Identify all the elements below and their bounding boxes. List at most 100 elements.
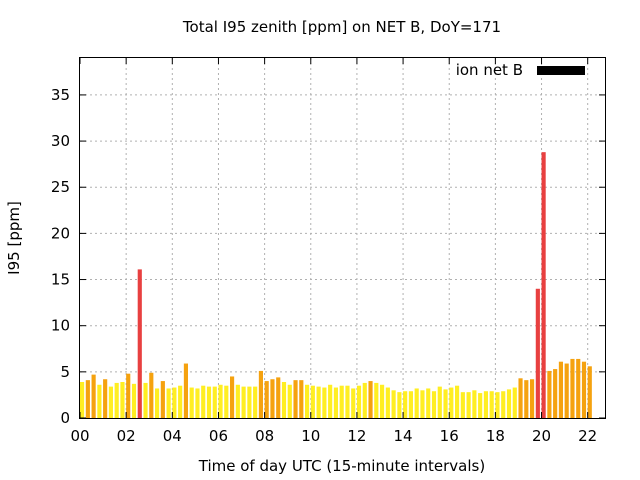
y-tick-label: 0: [60, 409, 70, 427]
bar: [293, 380, 298, 418]
ticks: 0 5 10 15 20 25 30 35 00 02 04 06 08 10 12 14 16 18 20 22: [51, 58, 605, 445]
bar: [212, 386, 217, 418]
bar: [310, 385, 315, 418]
bar: [518, 378, 523, 418]
bar: [362, 382, 367, 418]
bar: [489, 391, 494, 418]
bar: [85, 380, 90, 418]
bar: [547, 370, 552, 418]
bar: [460, 392, 465, 418]
x-tick-label: 08: [255, 427, 274, 445]
x-tick-label: 04: [163, 427, 182, 445]
x-tick-label: 22: [578, 427, 597, 445]
bar: [178, 385, 183, 418]
bar: [97, 384, 102, 418]
bar: [131, 383, 137, 418]
bar: [108, 386, 113, 418]
bar: [172, 387, 177, 418]
y-tick-label: 35: [51, 86, 70, 104]
bar: [576, 358, 581, 418]
bar: [512, 387, 517, 418]
bar: [316, 386, 321, 418]
bar: [322, 387, 327, 418]
bar: [587, 366, 592, 418]
bar: [524, 380, 529, 418]
bar: [368, 381, 373, 418]
bar: [241, 386, 246, 418]
bar: [455, 385, 460, 418]
bar: [166, 388, 171, 418]
x-tick-label: 20: [532, 427, 551, 445]
x-tick-label: 16: [440, 427, 459, 445]
bar: [558, 361, 563, 418]
bar: [420, 390, 425, 418]
legend: ion net B: [456, 61, 585, 79]
bar: [103, 379, 108, 418]
bar: [328, 384, 333, 418]
bar: [235, 384, 240, 418]
bar: [408, 391, 413, 418]
x-tick-label: 14: [394, 427, 413, 445]
bar: [414, 388, 419, 418]
y-tick-label: 20: [51, 224, 70, 242]
bar: [374, 382, 379, 418]
bar: [356, 385, 362, 418]
bar: [126, 373, 131, 418]
y-tick-label: 10: [51, 317, 70, 335]
bar: [443, 389, 448, 418]
y-tick-label: 15: [51, 271, 70, 289]
x-tick-label: 02: [117, 427, 136, 445]
bar: [264, 381, 269, 418]
bar: [137, 269, 142, 418]
bar: [431, 391, 437, 418]
bar: [183, 363, 188, 418]
x-tick-label: 10: [301, 427, 320, 445]
bars: [80, 152, 592, 418]
bar: [385, 387, 390, 418]
bar: [91, 374, 96, 418]
plot-frame: [79, 57, 606, 419]
bar: [506, 389, 512, 418]
bar: [258, 370, 263, 418]
x-tick-label: 00: [70, 427, 89, 445]
bar: [530, 379, 535, 418]
x-tick-label: 12: [347, 427, 366, 445]
bar: [449, 387, 454, 418]
bar: [195, 388, 200, 418]
bar: [333, 387, 338, 418]
bar: [426, 388, 431, 418]
bar: [114, 382, 119, 418]
bar: [189, 387, 194, 418]
bar: [478, 393, 483, 418]
bar: [391, 390, 396, 418]
bar: [483, 391, 488, 418]
bar: [380, 384, 385, 418]
legend-swatch: [537, 66, 585, 75]
bar: [281, 382, 287, 418]
bar: [299, 380, 304, 418]
bar: [501, 391, 506, 418]
bar: [553, 369, 558, 418]
bar: [339, 385, 344, 418]
bar: [397, 392, 402, 418]
bar: [581, 361, 587, 418]
bar: [149, 372, 154, 418]
bar: [201, 385, 206, 418]
y-tick-label: 5: [60, 363, 70, 381]
bar: [535, 288, 540, 418]
bar: [218, 384, 223, 418]
bar: [564, 363, 569, 418]
bar: [230, 376, 235, 418]
bar: [160, 381, 165, 418]
bar: [270, 379, 275, 418]
bar: [351, 388, 356, 418]
bar: [305, 384, 310, 418]
bar: [155, 388, 160, 418]
bar: [437, 386, 442, 418]
bar: [120, 382, 125, 418]
bar: [472, 390, 477, 418]
bar: [570, 358, 575, 418]
y-tick-label: 25: [51, 178, 70, 196]
y-tick-label: 30: [51, 132, 70, 150]
